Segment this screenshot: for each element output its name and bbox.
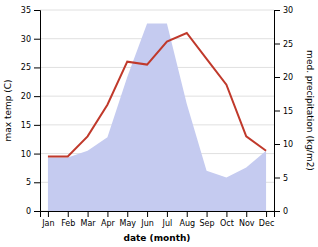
tick-mark xyxy=(266,211,267,217)
tick: 5 xyxy=(274,174,288,183)
tick-mark xyxy=(226,211,227,217)
tick-label: 30 xyxy=(283,6,293,15)
tick-mark xyxy=(34,96,40,97)
tick-label: Apr xyxy=(101,219,116,228)
tick: May xyxy=(119,211,136,228)
tick-mark xyxy=(207,211,208,217)
tick: 35 xyxy=(21,6,40,15)
tick-label: 30 xyxy=(21,35,31,44)
tick: 10 xyxy=(274,140,293,149)
tick-mark xyxy=(34,10,40,11)
area xyxy=(48,23,266,211)
tick-mark xyxy=(147,211,148,217)
tick-mark xyxy=(34,39,40,40)
tick-mark xyxy=(34,125,40,126)
tick-mark xyxy=(187,211,188,217)
tick: Apr xyxy=(101,211,116,228)
tick-label: Dec xyxy=(259,219,274,228)
tick: 30 xyxy=(274,6,293,15)
tick-label: 25 xyxy=(283,40,293,49)
tick: 15 xyxy=(274,107,293,116)
tick-mark xyxy=(274,144,280,145)
tick-mark xyxy=(274,178,280,179)
tick-mark xyxy=(48,211,49,217)
tick: Jun xyxy=(140,211,154,228)
tick-mark xyxy=(274,44,280,45)
plot: Jan Feb Mar AprMay Jun Jul Aug Sep Oct Nov Dec 0 5 10… xyxy=(21,6,293,228)
y2-axis: 0 5 10 15 20 25 30 xyxy=(274,6,293,216)
tick-label: 20 xyxy=(21,92,31,101)
tick: 20 xyxy=(274,73,293,82)
x-axis: Jan Feb Mar AprMay Jun Jul Aug Sep Oct Nov Dec xyxy=(41,211,275,228)
tick-label: May xyxy=(119,219,136,228)
tick-mark xyxy=(88,211,89,217)
axis-line xyxy=(34,11,41,212)
tick: 30 xyxy=(21,35,40,44)
tick-mark xyxy=(107,211,108,217)
tick: 25 xyxy=(21,63,40,72)
tick-mark xyxy=(68,211,69,217)
tick-label: Feb xyxy=(61,219,75,228)
tick-mark xyxy=(34,154,40,155)
tick: 5 xyxy=(26,178,40,187)
tick-label: 10 xyxy=(283,140,293,149)
tick-label: 5 xyxy=(26,178,31,187)
tick-label: 15 xyxy=(283,107,293,116)
tick: Nov xyxy=(239,211,255,228)
tick-label: 15 xyxy=(21,121,31,130)
tick-mark xyxy=(274,111,280,112)
tick: 20 xyxy=(21,92,40,101)
tick: Dec xyxy=(259,211,274,228)
tick-label: Aug xyxy=(179,219,195,228)
tick: 25 xyxy=(274,40,293,49)
y-axis: 0 5 10 15 20 25 30 35 xyxy=(21,6,41,216)
y2-axis-title: med. precipitation (kg/m2) xyxy=(305,50,315,171)
tick-mark xyxy=(34,211,40,212)
line xyxy=(48,33,266,156)
tick-label: Mar xyxy=(81,219,97,228)
x-axis-title: date (month) xyxy=(124,233,191,243)
tick-label: 0 xyxy=(26,207,31,216)
tick-label: Oct xyxy=(220,219,234,228)
chart: Jan Feb Mar AprMay Jun Jul Aug Sep Oct Nov Dec 0 5 10… xyxy=(0,0,318,247)
marks xyxy=(48,23,266,211)
tick-mark xyxy=(274,10,280,11)
tick: Feb xyxy=(61,211,75,228)
tick-label: Sep xyxy=(200,219,215,228)
grid xyxy=(40,10,274,211)
tick-label: Jan xyxy=(41,219,54,228)
tick: 10 xyxy=(21,150,40,159)
tick-label: Jun xyxy=(140,219,154,228)
tick-label: 5 xyxy=(283,174,288,183)
axis-line xyxy=(41,212,275,218)
grid-line xyxy=(40,10,274,11)
tick-mark xyxy=(34,67,40,68)
tick-mark xyxy=(274,211,280,212)
tick-mark xyxy=(246,211,247,217)
tick-mark xyxy=(167,211,168,217)
tick: Aug xyxy=(179,211,195,228)
tick-mark xyxy=(274,77,280,78)
tick-label: 10 xyxy=(21,150,31,159)
tick-label: 35 xyxy=(21,6,31,15)
y-axis-title: max temp (C) xyxy=(3,79,13,141)
tick-label: 25 xyxy=(21,63,31,72)
axis-line xyxy=(275,11,281,212)
tick: Mar xyxy=(81,211,97,228)
tick: 0 xyxy=(26,207,40,216)
tick: Sep xyxy=(200,211,215,228)
tick-mark xyxy=(127,211,128,217)
tick: Jan xyxy=(41,211,54,228)
tick-mark xyxy=(34,182,40,183)
tick-label: Nov xyxy=(239,219,255,228)
tick: 15 xyxy=(21,121,40,130)
tick-label: Jul xyxy=(162,219,173,228)
tick-label: 20 xyxy=(283,73,293,82)
tick: 0 xyxy=(274,207,288,216)
tick: Jul xyxy=(162,211,173,228)
tick-label: 0 xyxy=(283,207,288,216)
tick: Oct xyxy=(220,211,234,228)
